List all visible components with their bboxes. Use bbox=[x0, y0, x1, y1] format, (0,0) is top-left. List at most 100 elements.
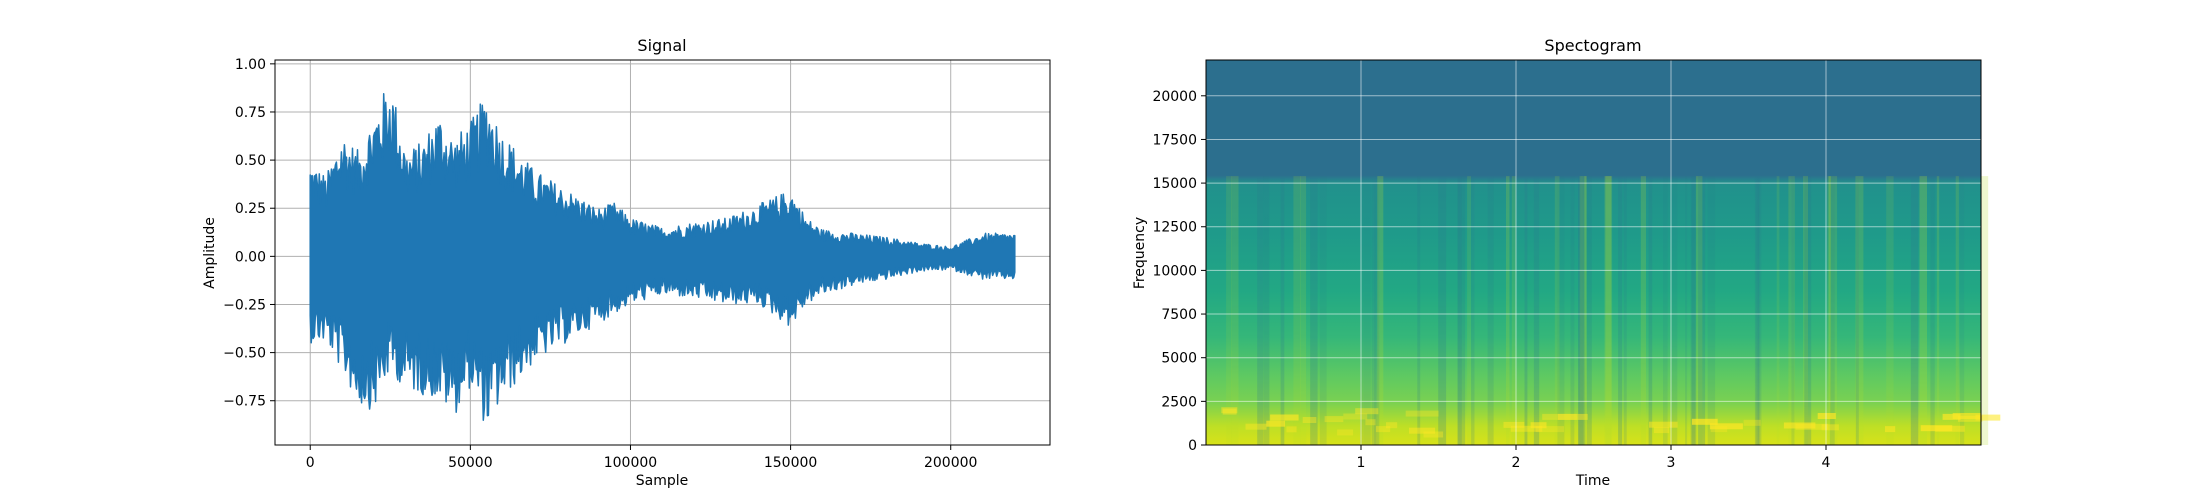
spectrogram-y-tick-label: 10000 bbox=[1152, 263, 1197, 279]
spectrogram-streak bbox=[1803, 176, 1808, 445]
spectrogram-streak bbox=[1788, 176, 1795, 445]
spectrogram-hot-spot bbox=[1821, 424, 1839, 431]
spectrogram-hot-spot bbox=[1245, 423, 1267, 430]
spectrogram-hot-spot bbox=[1409, 427, 1436, 434]
spectrogram-streak bbox=[1663, 176, 1668, 445]
spectrogram-streak bbox=[1828, 176, 1831, 445]
spectrogram-image bbox=[1206, 60, 1981, 445]
spectrogram-y-axis-label: Frequency bbox=[1132, 217, 1148, 289]
spectrogram-streak bbox=[1829, 176, 1838, 445]
spectrogram-hot-spot bbox=[1266, 420, 1285, 427]
spectrogram-hot-spot bbox=[1743, 419, 1761, 426]
spectrogram-grid bbox=[1206, 60, 1981, 446]
spectrogram-streak bbox=[1685, 176, 1688, 445]
spectrogram-streak bbox=[1586, 176, 1592, 445]
spectrogram-streak bbox=[1707, 176, 1716, 445]
spectrogram-x-axis-label: Time bbox=[1575, 473, 1610, 489]
spectrogram-hot-spot bbox=[1530, 422, 1547, 429]
spectrogram-streak bbox=[1524, 176, 1528, 445]
spectrogram-streak bbox=[1776, 176, 1780, 445]
signal-y-tick-label: 0.25 bbox=[235, 201, 266, 217]
spectrogram-streak bbox=[1910, 176, 1919, 445]
spectrogram-hot-spot bbox=[1375, 426, 1391, 433]
spectrogram-y-tick-label: 7500 bbox=[1161, 307, 1197, 323]
signal-y-tick-label: 0.00 bbox=[235, 249, 266, 265]
spectrogram-x-tick-label: 2 bbox=[1512, 455, 1521, 471]
spectrogram-hot-spot bbox=[1405, 410, 1439, 417]
spectrogram-hot-spot bbox=[1343, 413, 1368, 420]
spectrogram-streak bbox=[1623, 176, 1627, 445]
spectrogram-streak bbox=[1695, 176, 1703, 445]
spectrogram-streak bbox=[1886, 176, 1894, 445]
signal-x-tick-label: 50000 bbox=[448, 455, 493, 471]
spectrogram-streak bbox=[1827, 176, 1831, 445]
signal-x-tick-label: 100000 bbox=[604, 455, 657, 471]
spectrogram-streak bbox=[1557, 176, 1565, 445]
signal-title: Signal bbox=[637, 36, 686, 55]
signal-y-tick-label: −0.75 bbox=[223, 394, 266, 410]
signal-waveform bbox=[309, 93, 1016, 421]
spectrogram-hot-spot bbox=[1535, 426, 1564, 433]
spectrogram-streak bbox=[1319, 176, 1327, 445]
spectrogram-streak bbox=[1980, 176, 1989, 445]
spectrogram-streak bbox=[1804, 176, 1812, 445]
signal-axes-frame bbox=[274, 59, 1051, 446]
spectrogram-hot-spot bbox=[1324, 416, 1344, 423]
spectrogram-streak bbox=[1579, 176, 1587, 445]
spectrogram-streak bbox=[1690, 176, 1696, 445]
spectrogram-title: Spectogram bbox=[1544, 36, 1641, 55]
spectrogram-hot-spot bbox=[1935, 425, 1965, 432]
spectrogram-hot-spot bbox=[1885, 426, 1896, 433]
spectrogram-streak bbox=[1583, 176, 1587, 445]
spectrogram-streak bbox=[1231, 176, 1239, 445]
spectrogram-streak bbox=[1830, 176, 1835, 445]
spectrogram-hot-spot bbox=[1942, 413, 1961, 420]
spectrogram-hot-spot bbox=[1222, 408, 1237, 415]
spectrogram-hot-spot bbox=[1542, 413, 1577, 420]
spectrogram-streak bbox=[1960, 176, 1965, 445]
spectrogram-axes-frame bbox=[1205, 59, 1982, 446]
spectrogram-streak bbox=[1855, 176, 1864, 445]
spectrogram-y-tick-label: 20000 bbox=[1152, 89, 1197, 105]
spectrogram-streak bbox=[1533, 176, 1540, 445]
spectrogram-streak bbox=[1754, 176, 1762, 445]
spectrogram-hot-spot bbox=[1270, 414, 1299, 421]
spectrogram-streak bbox=[1791, 176, 1795, 445]
spectrogram-streak bbox=[1438, 176, 1447, 445]
signal-y-tick-label: 0.75 bbox=[235, 105, 266, 121]
spectrogram-streak bbox=[1300, 176, 1307, 445]
spectrogram-hot-spot bbox=[1817, 413, 1836, 419]
signal-y-axis-label: Amplitude bbox=[202, 217, 218, 289]
spectrogram-streak bbox=[1930, 176, 1935, 445]
spectrogram-y-tick-label: 2500 bbox=[1161, 394, 1197, 410]
spectrogram-hot-spot bbox=[1286, 426, 1297, 433]
spectrogram-streak bbox=[1855, 176, 1859, 445]
spectrogram-streak bbox=[1363, 176, 1371, 445]
spectrogram-streak bbox=[1280, 176, 1285, 445]
spectrogram-streak bbox=[1226, 176, 1232, 445]
spectrogram-streak bbox=[1377, 176, 1384, 445]
spectrogram-y-tick-label: 5000 bbox=[1161, 351, 1197, 367]
spectrogram-hot-spot bbox=[1386, 422, 1398, 429]
spectrogram-streak bbox=[1618, 176, 1623, 445]
spectrogram-y-tick-label: 17500 bbox=[1152, 132, 1197, 148]
signal-x-axis-label: Sample bbox=[636, 473, 689, 489]
spectrogram-hot-spot bbox=[1557, 413, 1588, 420]
spectrogram-hot-spot bbox=[1654, 427, 1670, 434]
spectrogram-streak bbox=[1293, 176, 1301, 445]
spectrogram-streak bbox=[1648, 176, 1653, 445]
spectrogram-streak bbox=[1670, 176, 1678, 445]
spectrogram-y-tick-label: 0 bbox=[1188, 438, 1197, 454]
spectrogram-streak bbox=[1374, 176, 1380, 445]
spectrogram-streak bbox=[1554, 176, 1560, 445]
spectrogram-streak bbox=[1578, 176, 1586, 445]
spectrogram-hot-spot bbox=[1503, 421, 1525, 428]
spectrogram-streak bbox=[1698, 176, 1706, 445]
spectrogram-streak bbox=[1580, 176, 1583, 445]
spectrogram-streaks bbox=[1221, 176, 2001, 445]
signal-x-tick-label: 0 bbox=[306, 455, 315, 471]
spectrogram-streak bbox=[1604, 176, 1611, 445]
signal-panel: 0 50000 100000 150000 200000 −0.75 −0.50 −0.25 0… bbox=[202, 36, 1051, 489]
spectrogram-hot-spot bbox=[1957, 415, 1983, 422]
spectrogram-hot-spot bbox=[1423, 431, 1444, 438]
